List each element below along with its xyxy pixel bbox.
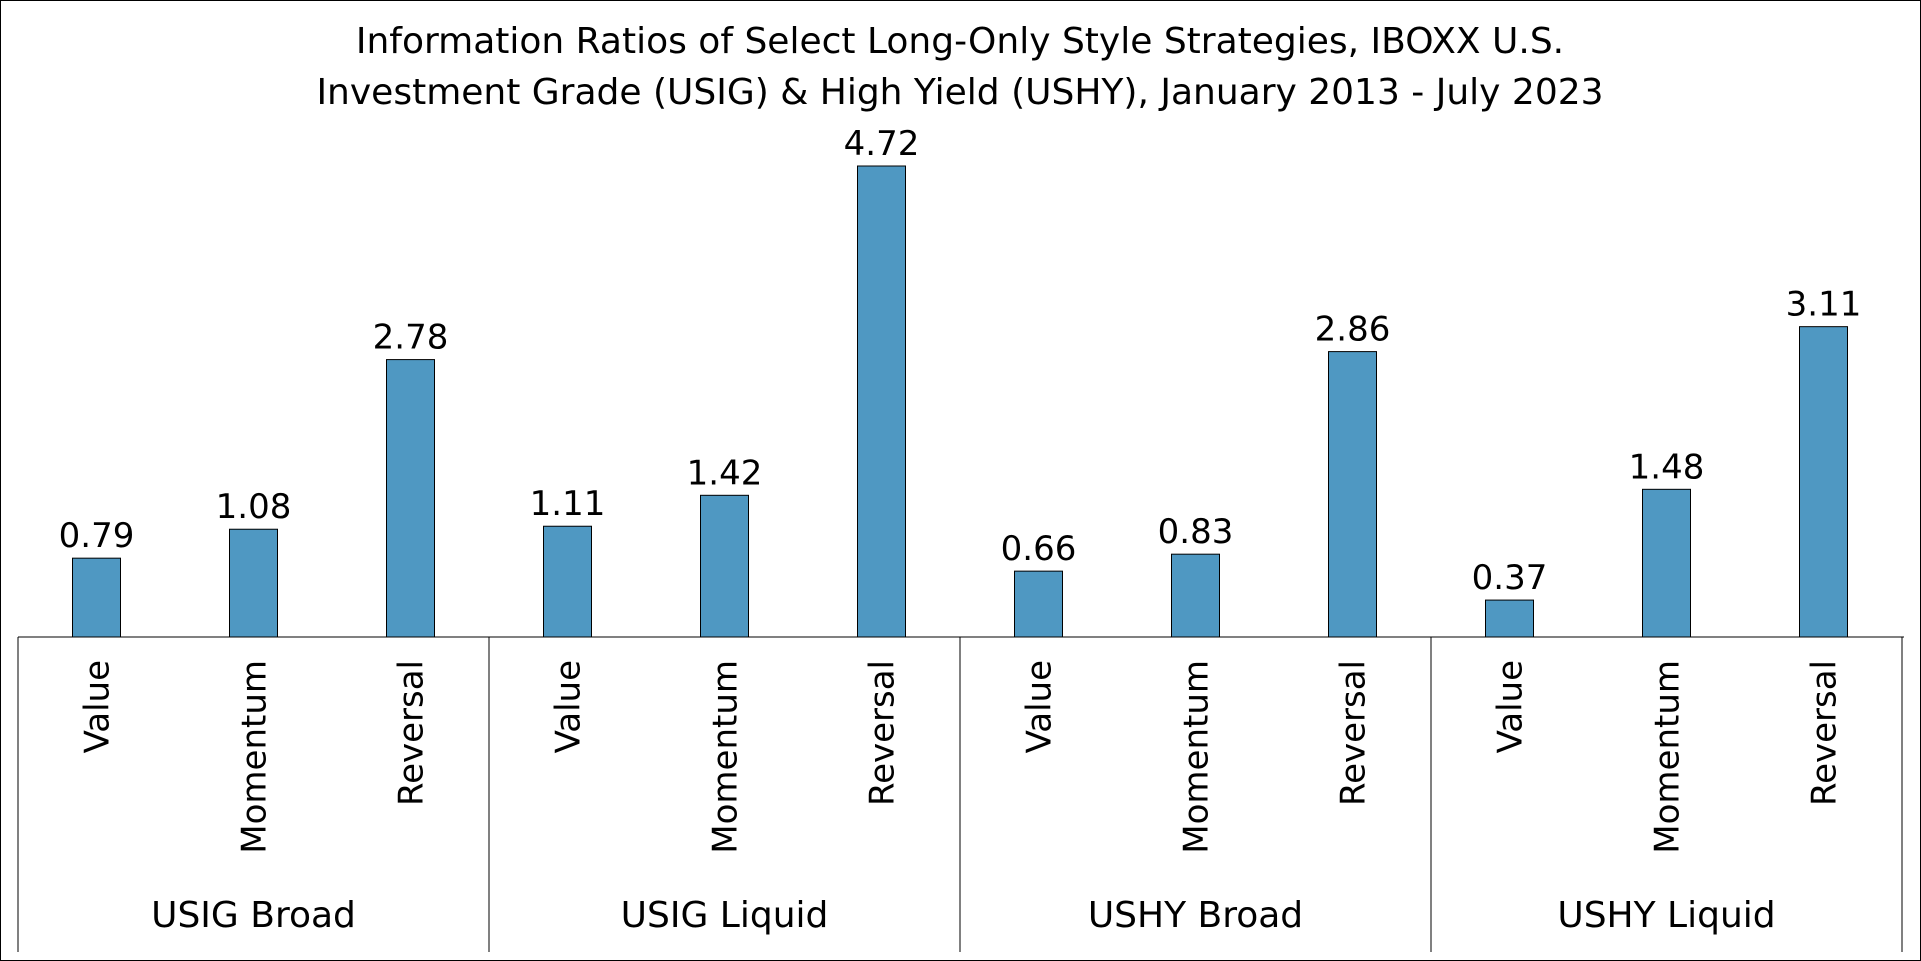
bar xyxy=(1014,570,1063,638)
category-label: Momentum xyxy=(1177,660,1217,854)
data-label: 0.79 xyxy=(59,516,135,556)
category-label: Reversal xyxy=(1334,660,1374,806)
chart-title-line-1: Information Ratios of Select Long-Only S… xyxy=(356,21,1564,62)
category-label: Reversal xyxy=(1805,660,1845,806)
data-label: 4.72 xyxy=(844,124,920,164)
category-label: Reversal xyxy=(863,660,903,806)
data-label: 0.66 xyxy=(1001,529,1077,569)
bar xyxy=(1328,351,1377,638)
data-label: 0.37 xyxy=(1472,558,1548,598)
bar xyxy=(1799,326,1848,638)
category-label: Momentum xyxy=(1648,660,1688,854)
data-label: 2.78 xyxy=(373,318,449,358)
data-label: 3.11 xyxy=(1786,285,1862,325)
category-label: Momentum xyxy=(706,660,746,854)
group-label: USHY Liquid xyxy=(1557,895,1775,936)
category-label: Value xyxy=(1491,660,1531,753)
category-label: Value xyxy=(78,660,118,753)
bar xyxy=(1485,599,1534,638)
bar xyxy=(700,494,749,638)
bar xyxy=(386,359,435,638)
data-label: 0.83 xyxy=(1158,512,1234,552)
bar xyxy=(857,165,906,638)
data-label: 1.48 xyxy=(1629,447,1705,487)
bar xyxy=(229,528,278,638)
group-label: USHY Broad xyxy=(1088,895,1303,936)
group-label: USIG Broad xyxy=(151,895,356,936)
bar xyxy=(1642,488,1691,638)
data-label: 1.11 xyxy=(530,484,606,524)
data-label: 1.42 xyxy=(687,453,763,493)
plot-area: 0.79 Value 1.08 Momentum 2.78 Reversal USIG Br… xyxy=(17,124,1904,952)
bar xyxy=(1171,553,1220,638)
group-label: USIG Liquid xyxy=(621,895,829,936)
data-label: 1.08 xyxy=(216,487,292,527)
category-label: Momentum xyxy=(235,660,275,854)
category-label: Value xyxy=(549,660,589,753)
bar xyxy=(72,557,121,638)
category-label: Value xyxy=(1020,660,1060,753)
bar xyxy=(543,525,592,638)
category-label: Reversal xyxy=(392,660,432,806)
data-label: 2.86 xyxy=(1315,310,1391,350)
chart-title-line-2: Investment Grade (USIG) & High Yield (US… xyxy=(316,72,1603,113)
